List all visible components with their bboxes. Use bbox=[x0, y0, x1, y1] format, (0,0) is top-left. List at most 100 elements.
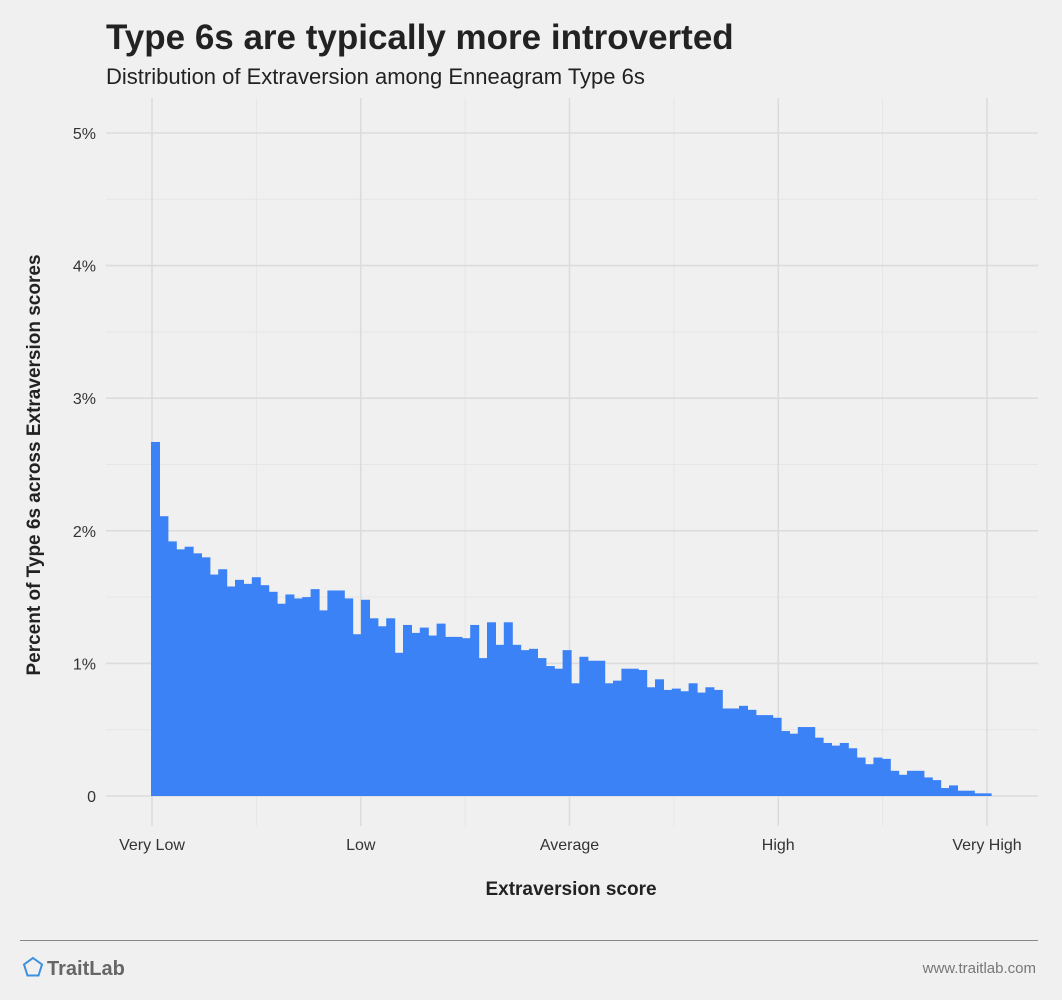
histogram-bar bbox=[478, 658, 488, 796]
histogram-bar bbox=[411, 632, 421, 796]
histogram-bars bbox=[151, 441, 992, 796]
histogram-bar bbox=[797, 727, 807, 796]
histogram-bar bbox=[881, 758, 891, 796]
y-tick-label: 4% bbox=[73, 259, 96, 276]
histogram-bar bbox=[789, 733, 799, 796]
histogram-bar bbox=[604, 683, 614, 796]
histogram-bar bbox=[688, 683, 698, 796]
histogram-bar bbox=[965, 790, 975, 796]
histogram-bar bbox=[596, 660, 606, 796]
histogram-bar bbox=[520, 650, 530, 796]
histogram-bar bbox=[529, 648, 538, 796]
histogram-bar bbox=[940, 788, 950, 796]
histogram-bar bbox=[949, 785, 958, 796]
histogram-bar bbox=[730, 708, 740, 796]
histogram-bar bbox=[655, 679, 664, 796]
histogram-bar bbox=[856, 757, 866, 796]
x-axis-ticks: Very Low Low Average High Very High bbox=[119, 837, 1022, 854]
histogram-bar bbox=[151, 441, 160, 796]
histogram-bar bbox=[453, 636, 463, 796]
histogram-bar bbox=[327, 590, 337, 796]
histogram-bar bbox=[646, 687, 656, 796]
x-tick-label: High bbox=[762, 837, 795, 854]
histogram-bar bbox=[235, 579, 244, 796]
histogram-bar bbox=[755, 715, 765, 796]
histogram-bar bbox=[957, 790, 967, 796]
histogram-bar bbox=[705, 687, 715, 796]
histogram-bar bbox=[839, 742, 849, 796]
histogram-bar bbox=[461, 638, 471, 796]
chart-title: Type 6s are typically more introverted bbox=[106, 18, 734, 57]
histogram-bar bbox=[277, 603, 286, 796]
site-url[interactable]: www.traitlab.com bbox=[922, 960, 1036, 977]
histogram-bar bbox=[571, 683, 580, 796]
histogram-bar bbox=[335, 590, 345, 796]
histogram-bar bbox=[260, 585, 270, 796]
histogram-bar bbox=[982, 793, 992, 796]
x-axis-title: Extraversion score bbox=[485, 879, 656, 900]
histogram-bar bbox=[285, 594, 295, 796]
y-axis-ticks: 0 1% 2% 3% 4% 5% bbox=[73, 126, 96, 806]
histogram-bar bbox=[831, 745, 841, 796]
histogram-bar bbox=[697, 692, 706, 796]
histogram-bar bbox=[310, 589, 320, 796]
traitlab-logo[interactable]: TraitLab bbox=[22, 956, 125, 982]
histogram-bar bbox=[293, 598, 303, 796]
footer-divider bbox=[20, 940, 1038, 941]
y-axis-title: Percent of Type 6s across Extraversion s… bbox=[24, 254, 45, 675]
histogram-bar bbox=[361, 599, 370, 796]
histogram-bar bbox=[352, 634, 362, 796]
y-tick-label: 1% bbox=[73, 656, 96, 673]
histogram-bar bbox=[419, 627, 429, 796]
histogram-bar bbox=[159, 516, 169, 796]
histogram-bar bbox=[268, 591, 278, 796]
histogram-bar bbox=[747, 709, 757, 796]
histogram-bar bbox=[781, 731, 790, 796]
histogram-bar bbox=[865, 764, 874, 796]
histogram-bar bbox=[713, 689, 723, 796]
histogram-bar bbox=[739, 705, 748, 796]
histogram-bar bbox=[579, 656, 589, 796]
histogram-bar bbox=[243, 583, 253, 796]
histogram-bar bbox=[167, 541, 177, 796]
y-tick-label: 5% bbox=[73, 126, 96, 143]
histogram-bar bbox=[394, 652, 404, 796]
histogram-bar bbox=[470, 624, 480, 796]
histogram-bar bbox=[344, 598, 354, 796]
y-tick-label: 0 bbox=[87, 789, 96, 806]
histogram-bar bbox=[436, 623, 446, 796]
histogram-bar bbox=[671, 688, 681, 796]
histogram-bar bbox=[663, 689, 673, 796]
histogram-bar bbox=[932, 780, 942, 796]
histogram-bar bbox=[545, 666, 555, 796]
histogram-bar bbox=[445, 636, 454, 796]
brand-name: TraitLab bbox=[47, 957, 125, 980]
histogram-bar bbox=[848, 748, 858, 796]
histogram-bar bbox=[907, 770, 916, 796]
histogram-bar bbox=[319, 610, 328, 796]
histogram-bar bbox=[629, 668, 639, 796]
histogram-bar bbox=[680, 691, 690, 796]
histogram-bar bbox=[209, 574, 219, 796]
x-tick-label: Average bbox=[540, 837, 599, 854]
histogram-bar bbox=[587, 660, 597, 796]
histogram-bar bbox=[814, 737, 824, 796]
x-tick-label: Very High bbox=[952, 837, 1021, 854]
histogram-bar bbox=[428, 635, 438, 796]
pentagon-icon bbox=[22, 956, 44, 983]
histogram-bar bbox=[764, 715, 774, 796]
histogram-bar bbox=[487, 622, 496, 796]
y-tick-label: 2% bbox=[73, 524, 96, 541]
histogram-bar bbox=[722, 708, 732, 796]
histogram-bar bbox=[369, 618, 379, 796]
histogram-bar bbox=[218, 569, 228, 796]
histogram-bar bbox=[554, 668, 564, 796]
histogram-bar bbox=[176, 549, 186, 796]
histogram-bar bbox=[251, 577, 261, 796]
histogram-bar bbox=[638, 670, 648, 796]
histogram-bar bbox=[873, 757, 883, 796]
histogram-bar bbox=[562, 650, 572, 796]
histogram-bar bbox=[898, 774, 908, 796]
histogram-bar bbox=[512, 644, 522, 796]
histogram-bar bbox=[915, 770, 925, 796]
